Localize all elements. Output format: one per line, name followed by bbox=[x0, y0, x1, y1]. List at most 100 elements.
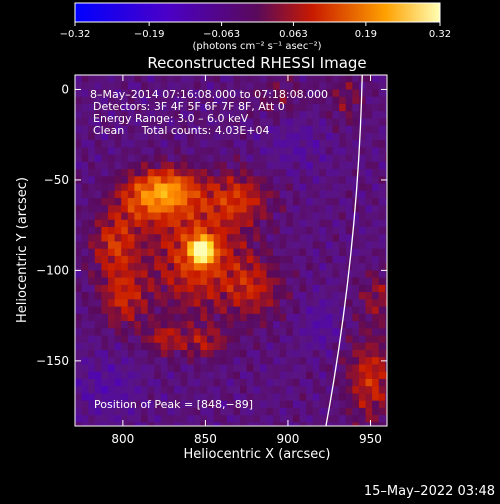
heatmap-cell bbox=[220, 350, 228, 358]
heatmap-cell bbox=[246, 292, 254, 300]
heatmap-cell bbox=[207, 270, 215, 279]
heatmap-cell bbox=[358, 96, 367, 105]
heatmap-cell bbox=[193, 147, 201, 156]
heatmap-cell bbox=[121, 364, 129, 373]
heatmap-cell bbox=[101, 75, 109, 83]
heatmap-cell bbox=[286, 415, 294, 423]
heatmap-cell bbox=[339, 378, 347, 387]
heatmap-cell bbox=[101, 241, 109, 250]
heatmap-cell bbox=[75, 75, 83, 83]
heatmap-cell bbox=[332, 234, 340, 242]
heatmap-cell bbox=[332, 350, 340, 358]
heatmap-cell bbox=[266, 364, 274, 373]
heatmap-cell bbox=[121, 205, 129, 214]
heatmap-cell bbox=[75, 161, 83, 170]
heatmap-cell bbox=[378, 161, 386, 170]
heatmap-cell bbox=[207, 75, 215, 83]
heatmap-cell bbox=[385, 386, 387, 394]
heatmap-cell bbox=[339, 241, 347, 250]
colorbar-tick-label: −0.32 bbox=[60, 29, 91, 40]
heatmap-cell bbox=[127, 357, 135, 365]
heatmap-cell bbox=[233, 190, 241, 199]
heatmap-cell bbox=[108, 161, 116, 170]
heatmap-cell bbox=[75, 422, 83, 426]
heatmap-cell bbox=[141, 284, 149, 293]
heatmap-cell bbox=[134, 96, 142, 105]
heatmap-cell bbox=[332, 248, 340, 257]
heatmap-cell bbox=[193, 415, 201, 423]
heatmap-cell bbox=[332, 82, 340, 90]
heatmap-cell bbox=[114, 277, 122, 286]
heatmap-cell bbox=[339, 299, 347, 308]
heatmap-cell bbox=[365, 125, 373, 134]
heatmap-cell bbox=[154, 299, 162, 308]
heatmap-cell bbox=[121, 103, 129, 112]
heatmap-cell bbox=[378, 263, 386, 271]
heatmap-cell bbox=[220, 255, 228, 264]
heatmap-cell bbox=[306, 161, 314, 170]
heatmap-cell bbox=[114, 415, 122, 423]
heatmap-cell bbox=[319, 263, 327, 271]
heatmap-cell bbox=[200, 161, 208, 170]
heatmap-cell bbox=[127, 176, 135, 185]
heatmap-cell bbox=[200, 400, 208, 409]
heatmap-cell bbox=[385, 96, 387, 105]
heatmap-cell bbox=[312, 386, 320, 394]
heatmap-cell bbox=[385, 292, 387, 300]
heatmap-cell bbox=[127, 147, 135, 156]
heatmap-cell bbox=[233, 154, 241, 163]
heatmap-cell bbox=[385, 161, 387, 170]
heatmap-cell bbox=[75, 255, 83, 264]
heatmap-cell bbox=[332, 161, 340, 170]
heatmap-cell bbox=[259, 140, 267, 148]
heatmap-cell bbox=[372, 328, 380, 337]
heatmap-cell bbox=[134, 422, 142, 426]
heatmap-cell bbox=[372, 176, 380, 185]
heatmap-cell bbox=[259, 386, 267, 394]
heatmap-cell bbox=[339, 292, 347, 300]
heatmap-cell bbox=[253, 176, 261, 185]
heatmap-cell bbox=[372, 125, 380, 134]
heatmap-cell bbox=[339, 226, 347, 235]
heatmap-cell bbox=[292, 125, 301, 134]
heatmap-cell bbox=[259, 335, 267, 344]
heatmap-cell bbox=[299, 111, 307, 119]
heatmap-cell bbox=[220, 234, 228, 242]
heatmap-cell bbox=[246, 147, 254, 156]
heatmap-cell bbox=[187, 132, 195, 141]
heatmap-cell bbox=[141, 306, 149, 315]
heatmap-cell bbox=[319, 277, 327, 286]
heatmap-cell bbox=[88, 132, 96, 141]
heatmap-cell bbox=[286, 342, 294, 351]
heatmap-cell bbox=[279, 226, 287, 235]
heatmap-cell bbox=[312, 118, 320, 127]
heatmap-cell bbox=[279, 328, 287, 337]
heatmap-cell bbox=[332, 212, 340, 221]
heatmap-cell bbox=[266, 96, 274, 105]
heatmap-cell bbox=[233, 342, 241, 351]
heatmap-cell bbox=[134, 125, 142, 134]
heatmap-cell bbox=[81, 263, 89, 271]
heatmap-cell bbox=[134, 350, 142, 358]
heatmap-cell bbox=[365, 321, 373, 329]
heatmap-cell bbox=[319, 284, 327, 293]
heatmap-cell bbox=[101, 176, 109, 185]
heatmap-cell bbox=[220, 212, 228, 221]
heatmap-cell bbox=[174, 342, 182, 351]
heatmap-cell bbox=[358, 378, 367, 387]
heatmap-cell bbox=[259, 313, 267, 322]
heatmap-cell bbox=[154, 198, 162, 206]
heatmap-cell bbox=[345, 270, 353, 279]
heatmap-cell bbox=[147, 190, 155, 199]
heatmap-cell bbox=[325, 292, 334, 300]
heatmap-cell bbox=[299, 75, 307, 83]
heatmap-cell bbox=[200, 364, 208, 373]
heatmap-cell bbox=[101, 118, 109, 127]
heatmap-cell bbox=[94, 169, 102, 177]
heatmap-cell bbox=[259, 205, 267, 214]
heatmap-cell bbox=[88, 328, 96, 337]
heatmap-cell bbox=[88, 342, 96, 351]
heatmap-cell bbox=[81, 415, 89, 423]
heatmap-cell bbox=[352, 75, 360, 83]
heatmap-cell bbox=[332, 226, 340, 235]
